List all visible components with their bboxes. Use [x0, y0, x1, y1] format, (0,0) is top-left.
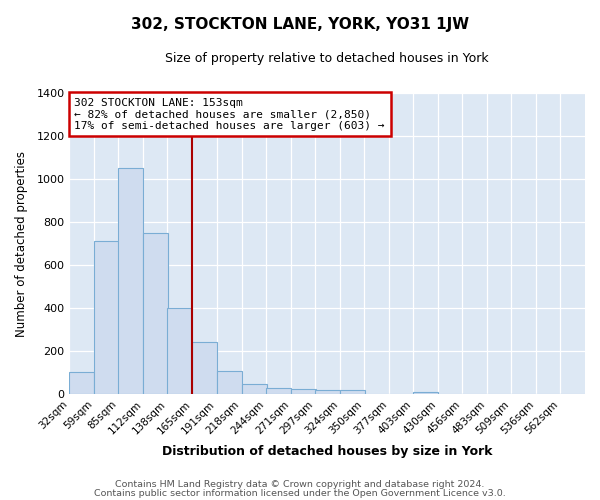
Bar [167, 308, 193, 394]
Text: Contains HM Land Registry data © Crown copyright and database right 2024.: Contains HM Land Registry data © Crown c… [115, 480, 485, 489]
X-axis label: Distribution of detached houses by size in York: Distribution of detached houses by size … [162, 444, 493, 458]
Bar [193, 342, 217, 394]
Text: Contains public sector information licensed under the Open Government Licence v3: Contains public sector information licen… [94, 489, 506, 498]
Text: 302 STOCKTON LANE: 153sqm
← 82% of detached houses are smaller (2,850)
17% of se: 302 STOCKTON LANE: 153sqm ← 82% of detac… [74, 98, 385, 131]
Bar [340, 390, 365, 394]
Bar [217, 371, 242, 394]
Title: Size of property relative to detached houses in York: Size of property relative to detached ho… [166, 52, 489, 66]
Bar [266, 388, 290, 394]
Bar [314, 390, 340, 394]
Bar [242, 384, 266, 394]
Bar [118, 168, 143, 394]
Text: 302, STOCKTON LANE, YORK, YO31 1JW: 302, STOCKTON LANE, YORK, YO31 1JW [131, 18, 469, 32]
Bar [143, 233, 169, 394]
Bar [290, 389, 316, 394]
Bar [94, 240, 119, 394]
Y-axis label: Number of detached properties: Number of detached properties [15, 151, 28, 337]
Bar [413, 392, 438, 394]
Bar [70, 372, 94, 394]
